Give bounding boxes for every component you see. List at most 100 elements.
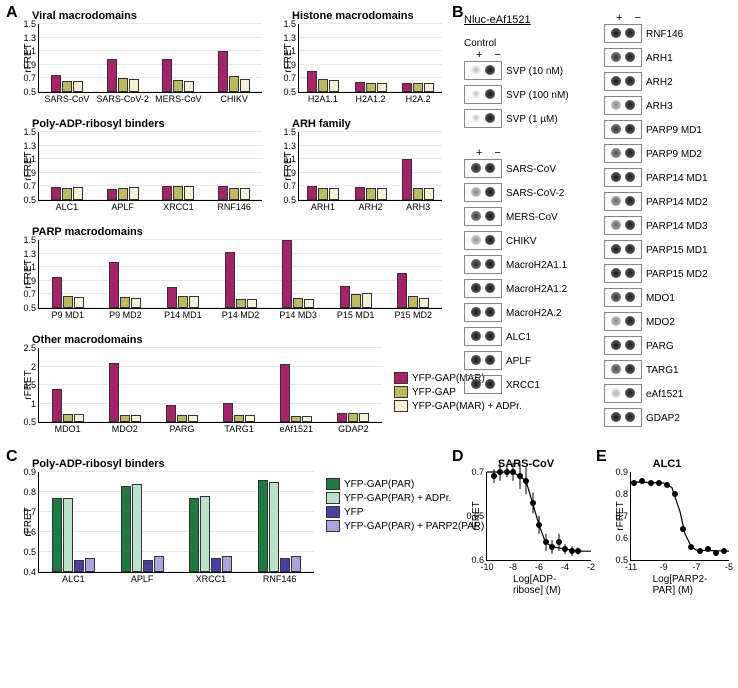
blot-row: MacroH2A1.1 <box>464 255 569 276</box>
category-label: APLF <box>131 572 154 584</box>
bar <box>51 187 61 200</box>
blot-dot <box>611 172 621 182</box>
blot-row: MERS-CoV <box>464 207 569 228</box>
blot-dot <box>625 364 635 374</box>
blot-label: TARG1 <box>646 365 679 376</box>
blot-label: PARP14 MD2 <box>646 197 708 208</box>
category-label: H2A.2 <box>406 92 431 104</box>
blot-label: ARH2 <box>646 77 673 88</box>
bar <box>177 415 187 422</box>
blot-row: SARS-CoV-2 <box>464 183 569 204</box>
category-label: MDO1 <box>55 422 81 434</box>
y-tick: 2.5 <box>23 343 39 353</box>
y-tick: 0.9 <box>23 467 39 477</box>
blot-dot <box>611 268 621 278</box>
blot-dot <box>471 65 481 75</box>
bar <box>200 496 210 572</box>
blot-label: ALC1 <box>506 332 531 343</box>
bar <box>258 480 268 572</box>
bar <box>377 83 387 92</box>
bar <box>218 51 228 92</box>
bar <box>173 80 183 92</box>
blot-label: MacroH2A.2 <box>506 308 562 319</box>
bar <box>52 389 62 422</box>
bar-group: XRCC1 <box>177 472 246 572</box>
bar-group: TARG1 <box>211 348 268 422</box>
y-tick: 0.7 <box>23 289 39 299</box>
bar <box>245 415 255 422</box>
bar <box>129 79 139 92</box>
bar <box>62 188 72 200</box>
chart: Histone macrodomainsrFRET0.50.70.91.11.3… <box>274 10 442 92</box>
bar <box>173 186 183 200</box>
y-tick: 1.5 <box>283 19 299 29</box>
scatter-chart: ALC1rFRET0.50.60.70.80.9-11-9-7-5Log[PAR… <box>606 458 728 560</box>
blot-dot <box>471 113 481 123</box>
scatter-chart: SARS-CoVrFRET0.60.650.7-10-8-6-4-2Log[AD… <box>462 458 590 560</box>
y-tick: 1.3 <box>23 249 39 259</box>
blot-label: MERS-CoV <box>506 212 558 223</box>
category-label: P9 MD2 <box>109 308 142 320</box>
bar <box>162 186 172 200</box>
blot-label: ARH3 <box>646 101 673 112</box>
blot-label: PARG <box>646 341 674 352</box>
plot-area: 0.50.70.91.11.31.5ALC1APLFXRCC1RNF146 <box>38 132 262 201</box>
bar-group: ALC1 <box>39 132 95 200</box>
blot-row: PARP14 MD3 <box>604 216 708 237</box>
blot-dot <box>625 412 635 422</box>
bar-group: APLF <box>95 132 151 200</box>
y-tick: 0.9 <box>283 60 299 70</box>
blot-dot <box>485 379 495 389</box>
blot-dot <box>485 113 495 123</box>
y-tick: 1.5 <box>23 127 39 137</box>
blot-dot <box>625 100 635 110</box>
bar <box>178 296 188 308</box>
y-tick: 0.7 <box>23 73 39 83</box>
blot-dot <box>485 355 495 365</box>
bar <box>377 188 387 200</box>
category-label: RNF146 <box>217 200 251 212</box>
bar <box>184 186 194 200</box>
y-tick: 1.1 <box>23 154 39 164</box>
blot-dot <box>611 100 621 110</box>
bar <box>419 298 429 308</box>
bar <box>318 188 328 200</box>
bar <box>52 277 62 308</box>
y-tick: 1.1 <box>23 262 39 272</box>
blot-dot <box>485 307 495 317</box>
bar <box>109 363 119 422</box>
bar <box>234 415 244 422</box>
blot-label: APLF <box>506 356 531 367</box>
bar <box>355 187 365 200</box>
blot-dot <box>485 235 495 245</box>
category-label: MDO2 <box>112 422 138 434</box>
blot-label: ARH1 <box>646 53 673 64</box>
blot-row: CHIKV <box>464 231 569 252</box>
bar <box>424 188 434 200</box>
chart-title: Viral macrodomains <box>32 10 262 22</box>
bar <box>85 558 95 572</box>
legend: YFP-GAP(PAR)YFP-GAP(PAR) + ADPr.YFPYFP-G… <box>326 478 484 534</box>
bar-group: H2A1.1 <box>299 24 347 92</box>
blot-dot <box>611 76 621 86</box>
blot-row: ARH1 <box>604 48 708 69</box>
y-tick: 0.5 <box>23 195 39 205</box>
blot-label: RNF146 <box>646 29 683 40</box>
category-label: SARS-CoV <box>44 92 89 104</box>
blot-row: GDAP2 <box>604 408 708 429</box>
y-tick: 0.7 <box>283 73 299 83</box>
blot-dot <box>485 259 495 269</box>
blot-row: ARH2 <box>604 72 708 93</box>
blot-dot <box>625 148 635 158</box>
blot-label: eAf1521 <box>646 389 683 400</box>
blot-dot <box>611 292 621 302</box>
blot-dot <box>611 220 621 230</box>
blot-dot <box>625 52 635 62</box>
category-label: ARH3 <box>406 200 430 212</box>
y-tick: 0.5 <box>283 87 299 97</box>
category-label: P15 MD2 <box>394 308 432 320</box>
blot-dot <box>611 316 621 326</box>
y-tick: 0.7 <box>23 181 39 191</box>
bar <box>329 80 339 92</box>
blot-dot <box>625 340 635 350</box>
